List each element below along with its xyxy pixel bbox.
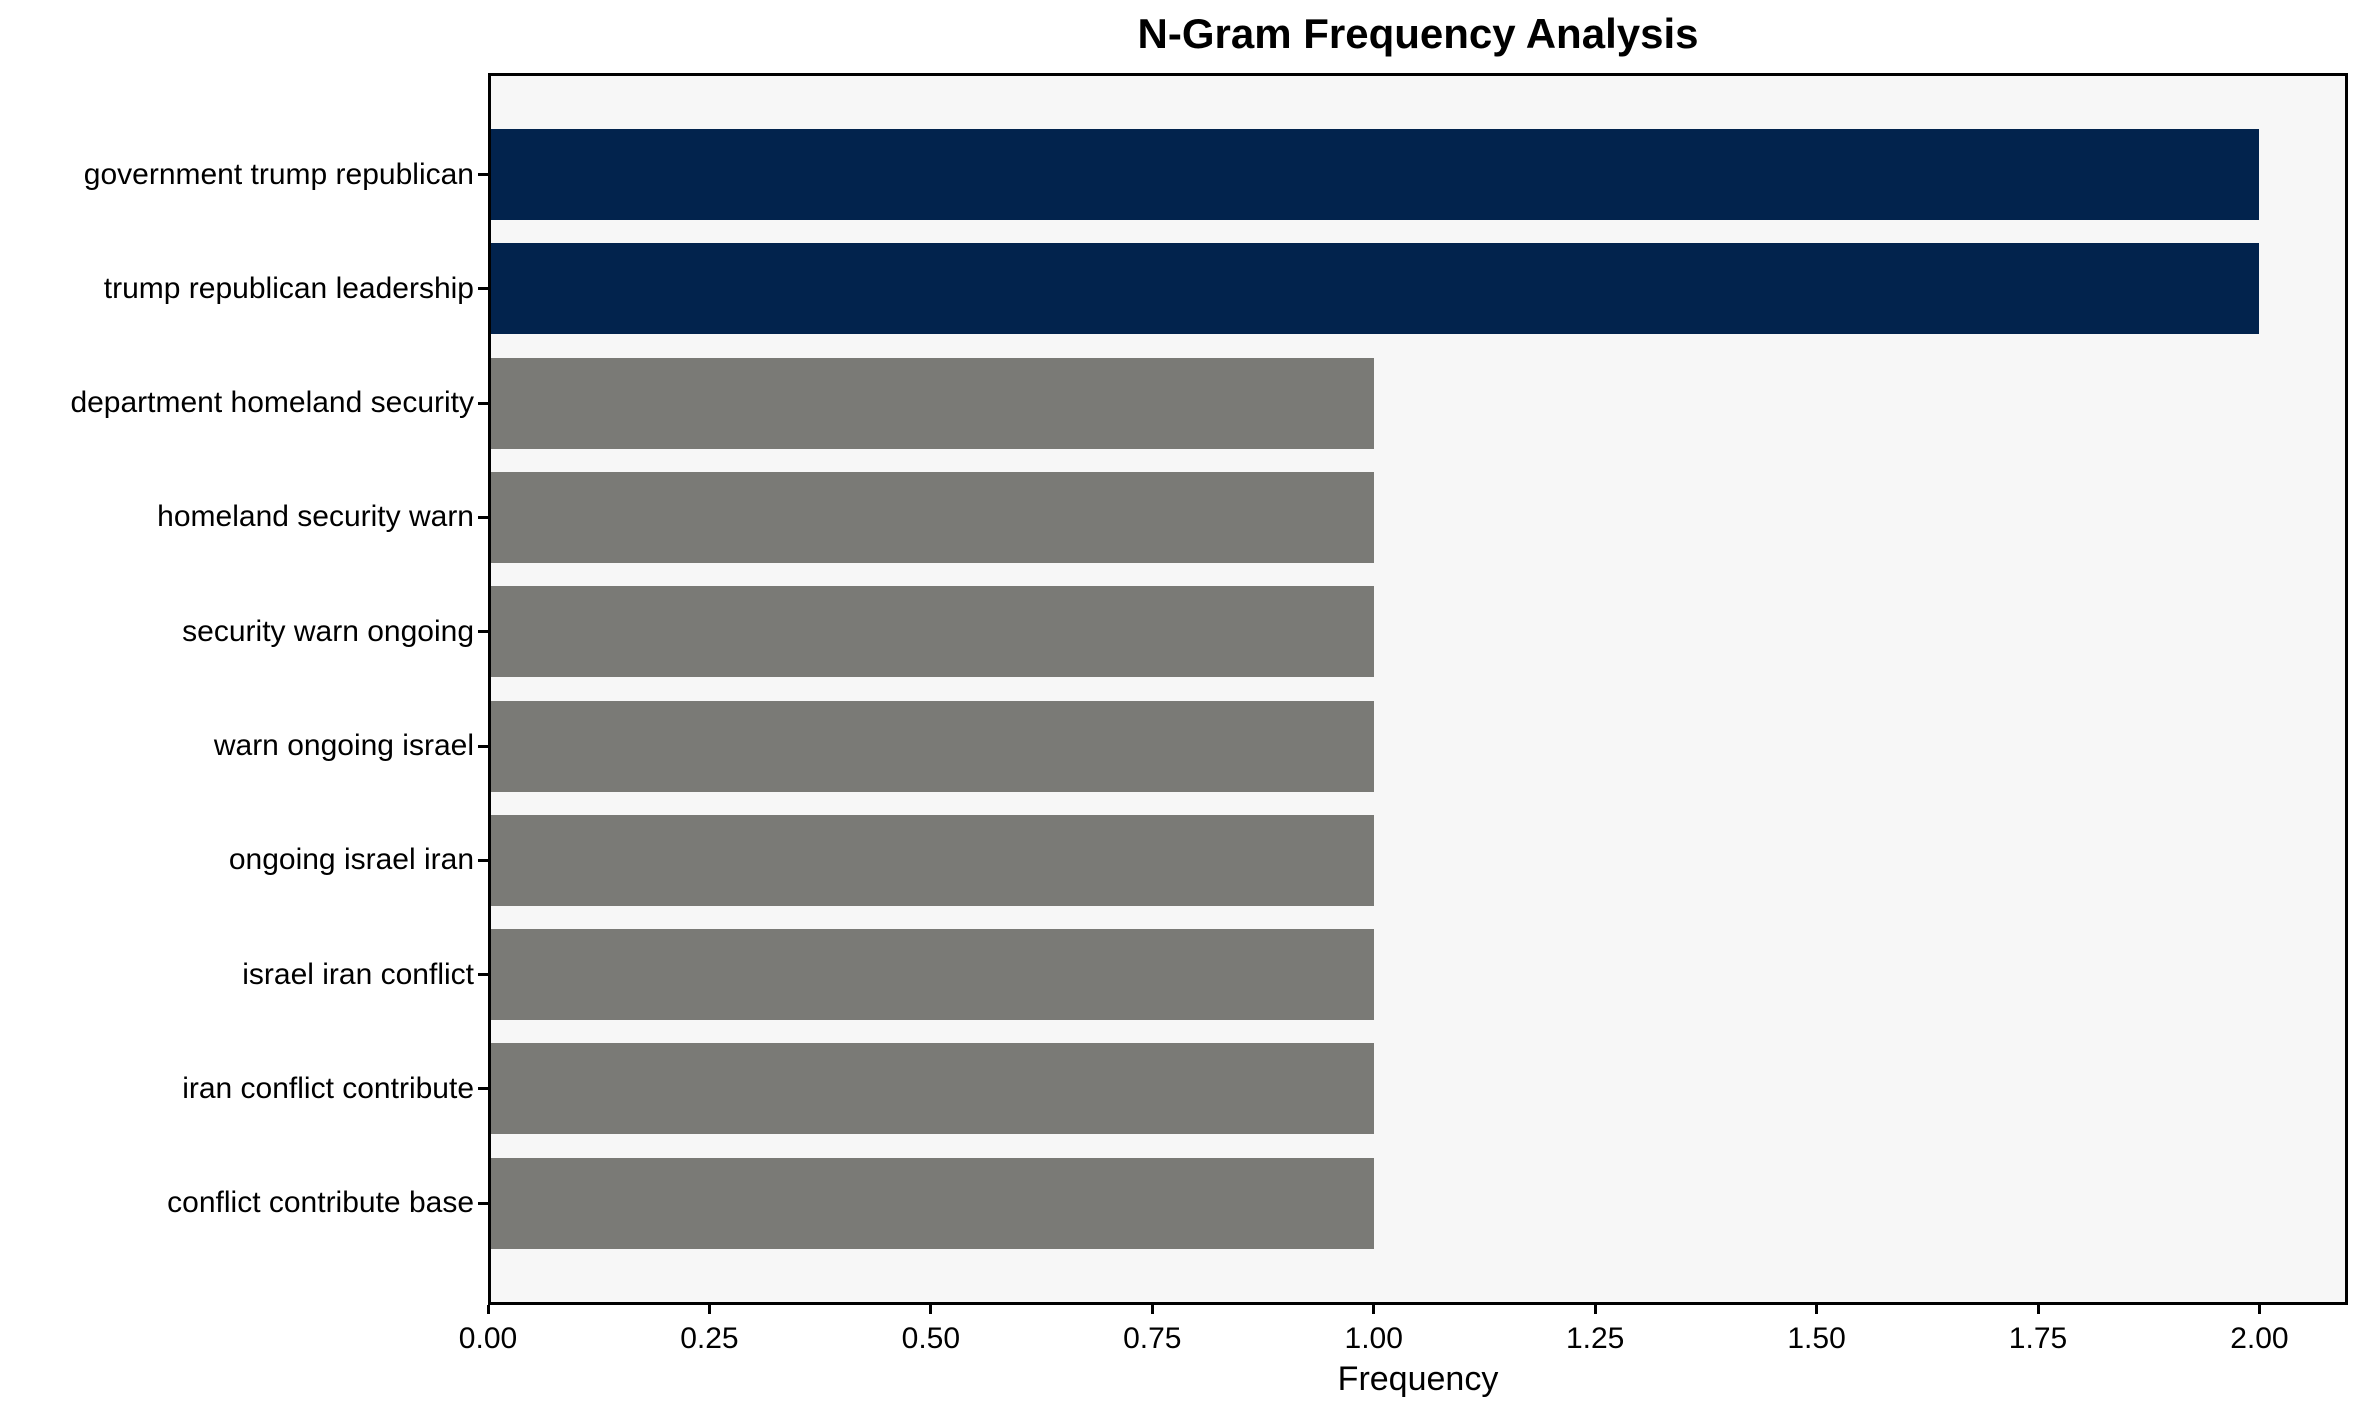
- y-tick-mark: [478, 858, 488, 862]
- bar: [491, 700, 1374, 792]
- x-tick-label: 1.00: [1344, 1322, 1403, 1355]
- x-tick-mark: [2257, 1305, 2261, 1314]
- bar: [491, 129, 2260, 220]
- y-tick-mark: [478, 973, 488, 977]
- x-tick-label: 0.25: [680, 1322, 739, 1355]
- bar: [491, 471, 1374, 563]
- y-tick-mark: [478, 744, 488, 748]
- y-tick-label: trump republican leadership: [103, 271, 474, 305]
- x-tick-mark: [1372, 1305, 1376, 1314]
- y-tick-label: department homeland security: [70, 386, 474, 420]
- x-axis-title: Frequency: [1337, 1360, 1499, 1398]
- x-tick-mark: [1150, 1305, 1154, 1314]
- x-tick-label: 2.00: [2230, 1322, 2289, 1355]
- x-tick-mark: [929, 1305, 933, 1314]
- bar: [491, 243, 2260, 335]
- x-tick-label: 1.75: [2008, 1322, 2068, 1355]
- bar: [491, 1157, 1374, 1249]
- x-tick-label: 0.75: [1123, 1322, 1182, 1355]
- y-tick-label: security warn ongoing: [182, 614, 474, 648]
- bar: [491, 814, 1374, 906]
- chart-title: N-Gram Frequency Analysis: [1137, 10, 1699, 57]
- y-tick-mark: [478, 515, 488, 519]
- y-tick-mark: [478, 1201, 488, 1205]
- x-tick-mark: [2036, 1305, 2040, 1314]
- bar: [491, 357, 1374, 449]
- y-tick-label: warn ongoing israel: [213, 729, 474, 762]
- x-tick-mark: [1815, 1305, 1819, 1314]
- y-tick-label: conflict contribute base: [167, 1186, 474, 1220]
- x-tick-label: 0.50: [901, 1322, 961, 1355]
- y-tick-label: government trump republican: [83, 157, 474, 191]
- y-tick-label: iran conflict contribute: [182, 1071, 474, 1105]
- y-tick-mark: [478, 630, 488, 634]
- y-tick-label: ongoing israel iran: [228, 843, 474, 877]
- y-tick-label: israel iran conflict: [242, 957, 474, 991]
- y-tick-label: homeland security warn: [157, 500, 474, 534]
- x-tick-mark: [486, 1305, 490, 1314]
- plot-area: [488, 73, 2348, 1305]
- x-tick-label: 0.00: [458, 1322, 518, 1355]
- x-tick-label: 1.25: [1565, 1322, 1625, 1355]
- x-tick-mark: [707, 1305, 711, 1314]
- x-tick-mark: [1593, 1305, 1597, 1314]
- x-tick-label: 1.50: [1787, 1322, 1846, 1355]
- bar: [491, 1043, 1374, 1135]
- bar: [491, 586, 1374, 678]
- bar: [491, 929, 1374, 1021]
- y-tick-mark: [478, 173, 488, 176]
- y-tick-mark: [478, 287, 488, 291]
- y-tick-mark: [478, 401, 488, 405]
- y-tick-mark: [478, 1087, 488, 1091]
